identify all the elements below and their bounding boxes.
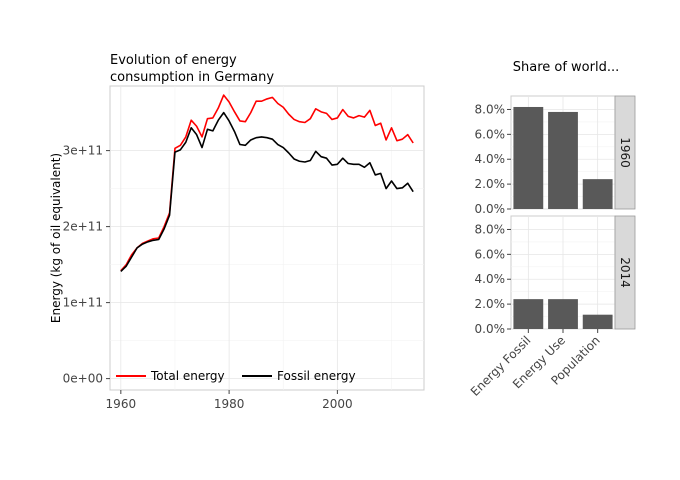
bar-y-tick-label-1960-2: 4.0% — [475, 152, 506, 166]
line-chart-title-line-1: Evolution of energy — [110, 53, 237, 68]
line-chart-series-group — [120, 94, 414, 273]
legend-label-fossil-energy: Fossil energy — [277, 369, 356, 383]
line-y-tick-label-0: 0e+00 — [63, 372, 103, 386]
bar-2014-energy-fossil — [513, 299, 544, 329]
line-chart-x-ticks: 1960 1980 2000 — [106, 390, 353, 411]
bar-chart: Share of world... 0.0% 2.0% 4.0% 6.0% 8.0% 19… — [468, 60, 636, 399]
bar-chart-title: Share of world... — [513, 60, 620, 75]
line-plot-panel — [109, 85, 425, 391]
facet-strip-1960 — [614, 95, 636, 210]
line-x-tick-label-0: 1960 — [106, 397, 137, 411]
line-y-tick-label-2: 2e+11 — [63, 220, 103, 234]
line-x-tick-label-2: 2000 — [322, 397, 353, 411]
bar-y-tick-label-1960-4: 8.0% — [475, 102, 506, 116]
bar-1960-energy-fossil — [513, 106, 544, 209]
line-chart-legend: Total energy Fossil energy — [116, 369, 356, 383]
bar-facet-1960: 0.0% 2.0% 4.0% 6.0% 8.0% 1960 — [475, 95, 636, 216]
bar-facet-2014: 0.0% 2.0% 4.0% 6.0% 8.0% 2014 — [475, 215, 636, 336]
bar-1960-energy-use — [548, 111, 578, 209]
bar-y-tick-label-1960-1: 2.0% — [475, 177, 506, 191]
line-chart: Evolution of energy consumption in Germa… — [49, 53, 425, 411]
line-x-tick-label-1: 1980 — [214, 397, 245, 411]
legend-label-total-energy: Total energy — [150, 369, 225, 383]
facet-strip-label-1960: 1960 — [618, 137, 632, 168]
bar-y-tick-label-2014-0: 0.0% — [475, 322, 506, 336]
line-y-tick-label-3: 3e+11 — [63, 144, 103, 158]
bar-y-tick-label-2014-3: 6.0% — [475, 247, 506, 261]
facet-strip-2014 — [614, 215, 636, 330]
bar-chart-facets: 0.0% 2.0% 4.0% 6.0% 8.0% 1960 0.0% 2.0% 4.0% 6.0%… — [475, 95, 636, 336]
bar-y-tick-label-2014-2: 4.0% — [475, 272, 506, 286]
bar-1960-population — [582, 179, 613, 209]
bar-y-tick-label-2014-4: 8.0% — [475, 222, 506, 236]
series-line-fossil-energy — [120, 111, 414, 273]
bar-2014-energy-use — [548, 299, 578, 329]
bar-x-tick-label-0: Energy Fossil — [468, 333, 534, 399]
bar-y-tick-label-2014-1: 2.0% — [475, 297, 506, 311]
line-chart-y-ticks: 0e+00 1e+11 2e+11 3e+11 — [63, 144, 110, 386]
line-chart-gridlines — [110, 86, 424, 390]
line-chart-title-line-2: consumption in Germany — [110, 70, 274, 85]
facet-strip-label-2014: 2014 — [618, 257, 632, 288]
bar-2014-population — [582, 314, 613, 329]
bar-y-tick-label-1960-0: 0.0% — [475, 202, 506, 216]
line-y-tick-label-1: 1e+11 — [63, 296, 103, 310]
line-chart-y-axis-label: Energy (kg of oil equivalent) — [49, 153, 63, 323]
bar-y-tick-label-1960-3: 6.0% — [475, 127, 506, 141]
